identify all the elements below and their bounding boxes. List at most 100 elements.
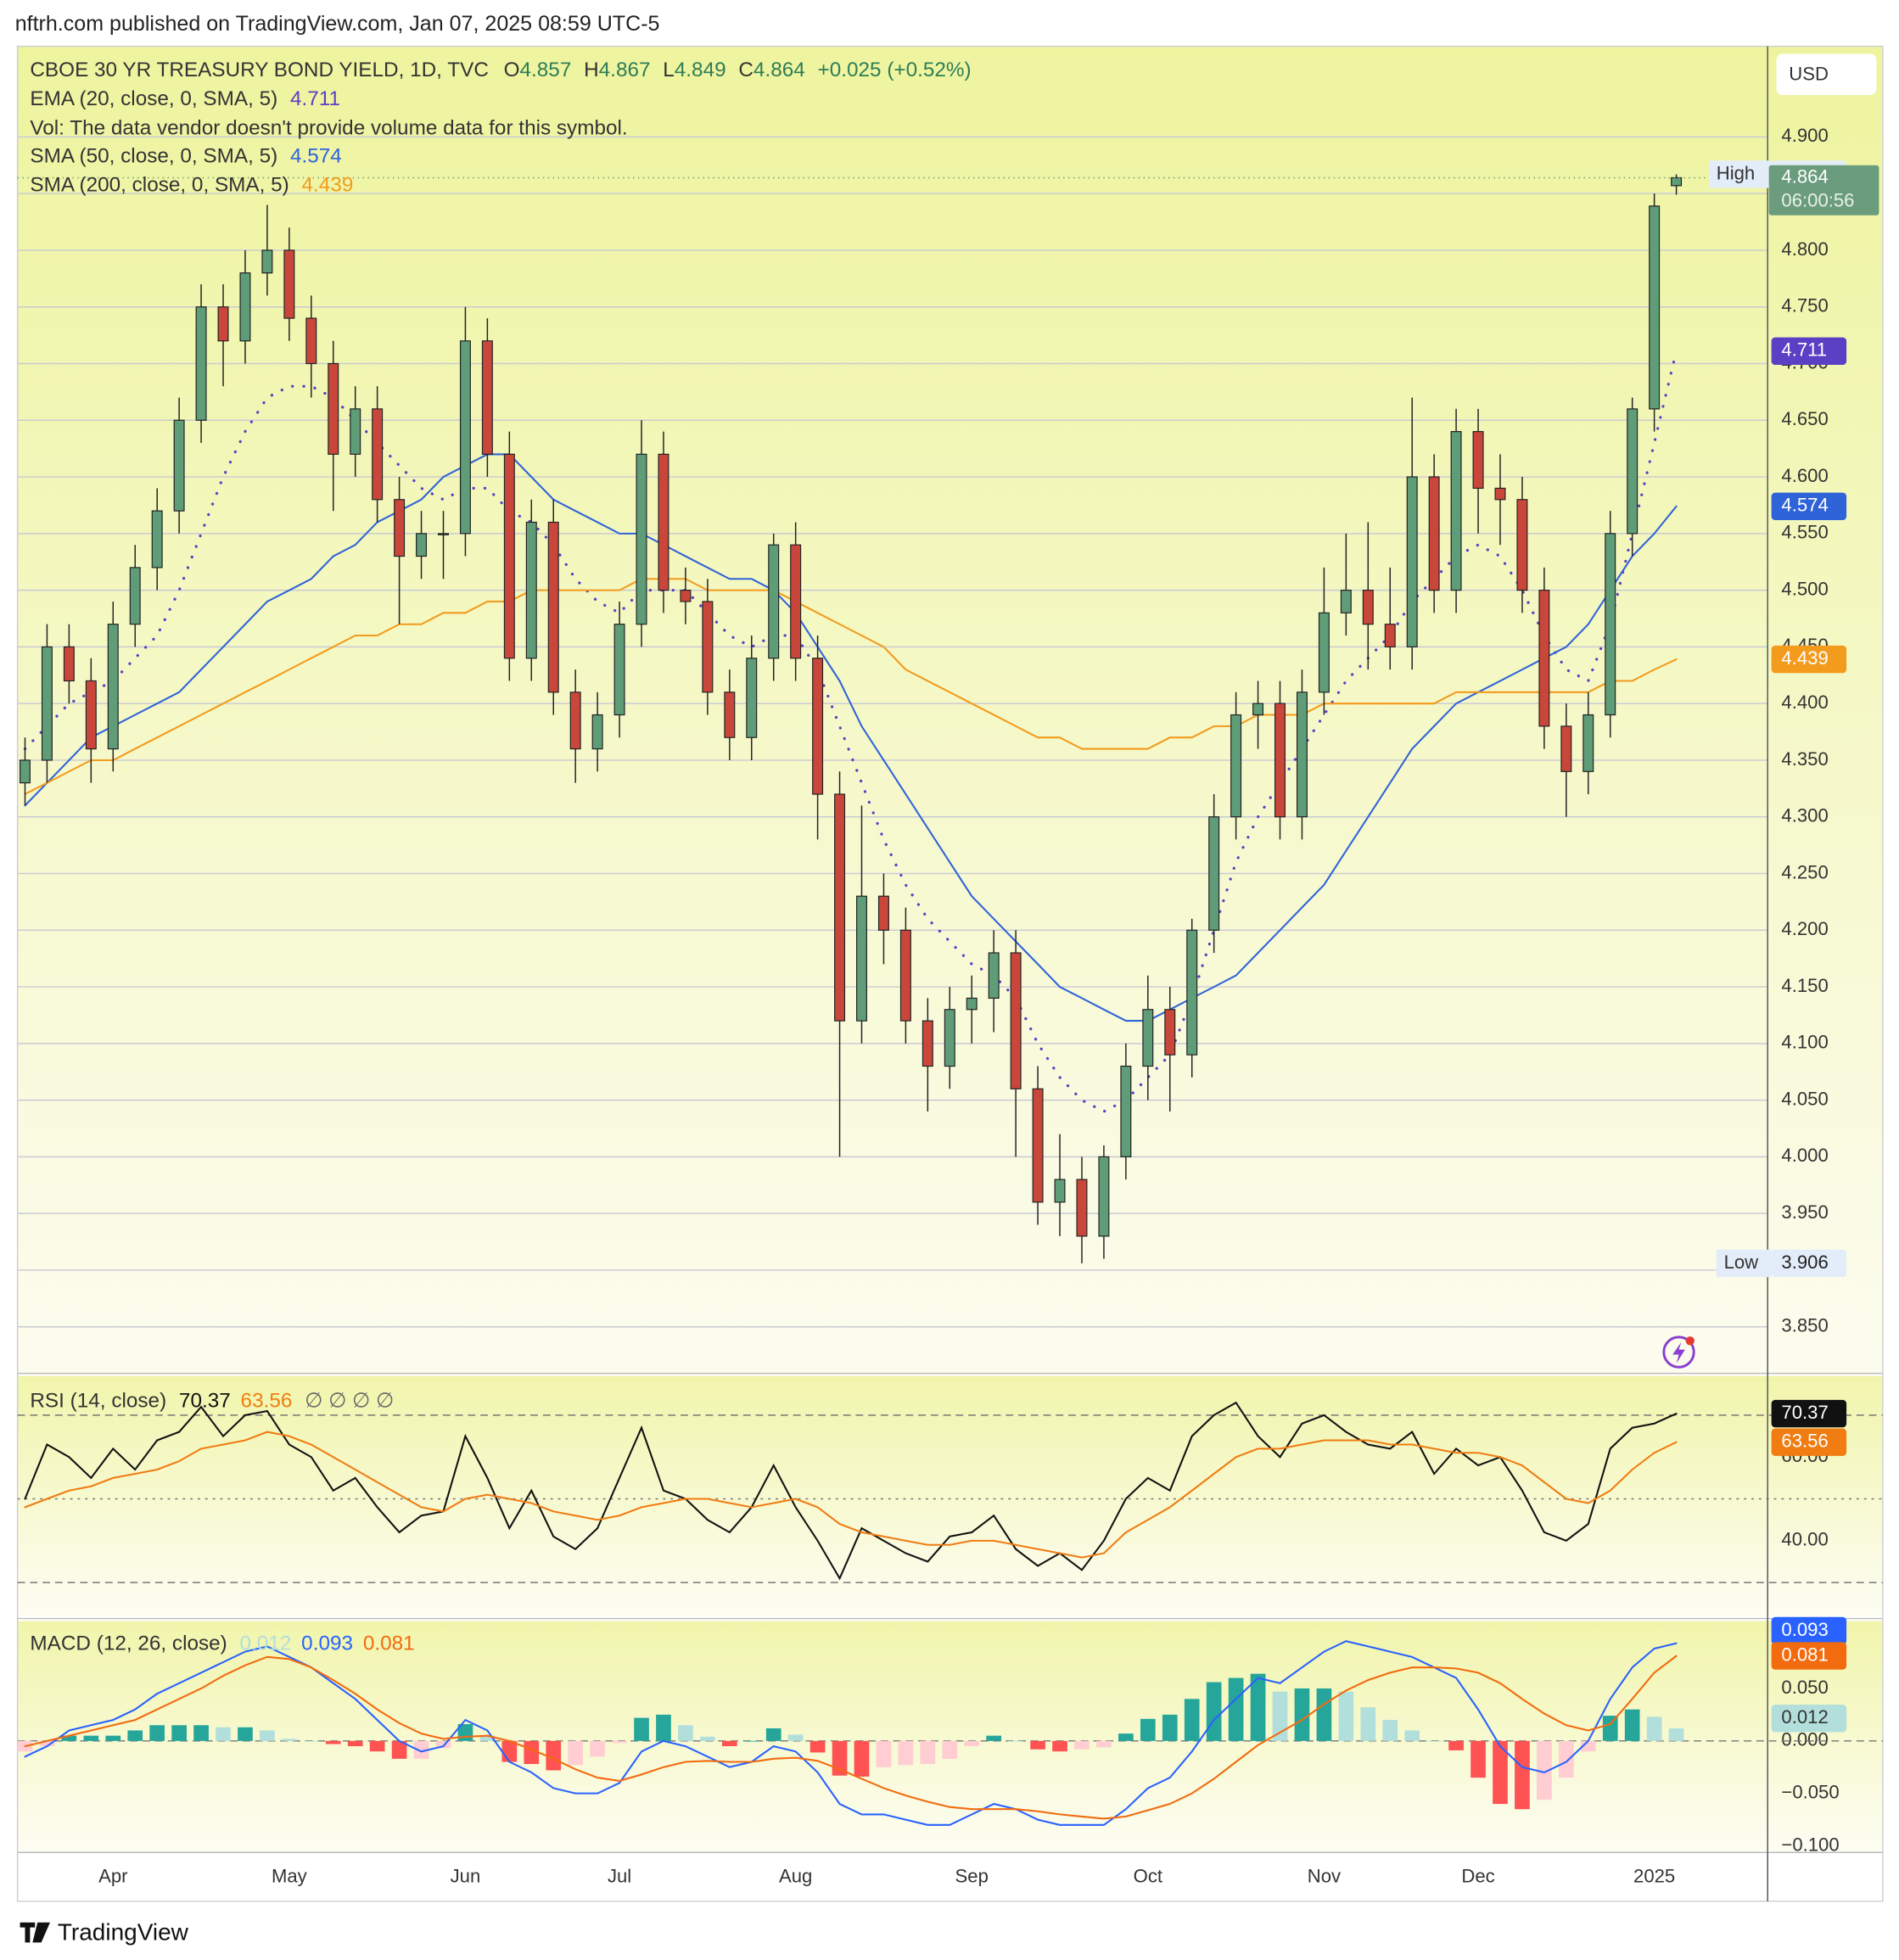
indicator-legend: EMA (20, close, 0, SMA, 5) 4.711 xyxy=(30,87,340,110)
histogram-bar xyxy=(1493,1740,1508,1805)
histogram-bar xyxy=(743,1740,759,1742)
candle-body xyxy=(1120,1065,1132,1157)
plot-layer: 3.8503.9003.9504.0004.0504.1004.1504.200… xyxy=(17,125,1883,1887)
signal-value: 0.081 xyxy=(363,1632,415,1655)
histogram-bar xyxy=(832,1740,848,1776)
y-tick-label: 0.000 xyxy=(1781,1729,1828,1750)
candle-body xyxy=(1340,590,1352,613)
histogram-bar xyxy=(568,1740,584,1766)
y-tick-label: 4.300 xyxy=(1781,805,1828,826)
y-tick-label: 4.050 xyxy=(1781,1088,1828,1109)
candle-body xyxy=(944,1009,955,1067)
histogram-bar xyxy=(171,1725,187,1741)
candle-body xyxy=(768,544,780,659)
candle-body xyxy=(1186,929,1198,1056)
candle-body xyxy=(1582,714,1594,772)
candle-body xyxy=(569,692,581,750)
histogram-bar xyxy=(1206,1682,1222,1741)
candle-body xyxy=(1032,1088,1044,1203)
histogram-bar xyxy=(501,1740,518,1762)
high-label: High xyxy=(1717,162,1755,183)
histogram-bar xyxy=(1184,1699,1200,1741)
histogram-bar xyxy=(1558,1740,1574,1778)
candle-body xyxy=(1472,431,1484,490)
brand-logo xyxy=(20,1922,50,1943)
price-badge xyxy=(1771,1399,1847,1428)
y-tick-label: 4.100 xyxy=(1781,1032,1828,1053)
histogram-bar xyxy=(1382,1720,1398,1741)
candle-body xyxy=(1164,1009,1176,1056)
price-badge-value: 4.711 xyxy=(1781,339,1827,361)
histogram-bar xyxy=(1602,1716,1618,1741)
histogram-bar xyxy=(524,1740,540,1765)
y-tick-label: 4.550 xyxy=(1781,522,1828,543)
rsi-title: RSI (14, close) xyxy=(30,1390,166,1413)
histogram-bar xyxy=(1470,1740,1486,1778)
histogram-bar xyxy=(238,1727,253,1741)
candle-body xyxy=(1230,714,1242,818)
hist-value: 0.012 xyxy=(240,1632,292,1655)
candle-body xyxy=(680,590,692,602)
histogram-bar xyxy=(193,1725,209,1741)
histogram-bar xyxy=(942,1740,958,1759)
candle-body xyxy=(1076,1179,1088,1237)
candle-body xyxy=(107,624,119,750)
candle-body xyxy=(856,895,867,1022)
candle-body xyxy=(63,646,75,682)
x-tick-label: Nov xyxy=(1308,1866,1341,1887)
histogram-bar xyxy=(876,1740,892,1767)
candle-body xyxy=(328,362,339,455)
x-tick-label: Aug xyxy=(779,1866,812,1887)
histogram-bar xyxy=(127,1730,143,1741)
candle-body xyxy=(1450,431,1462,591)
histogram-bar xyxy=(303,1740,319,1742)
histogram-bar xyxy=(61,1735,77,1741)
symbol-title: CBOE 30 YR TREASURY BOND YIELD, 1D, TVC xyxy=(30,59,489,81)
y-tick-label: 4.400 xyxy=(1781,692,1828,713)
y-tick-label: −0.100 xyxy=(1781,1834,1839,1855)
histogram-bar xyxy=(149,1725,165,1741)
candle-body xyxy=(416,533,428,557)
candle-body xyxy=(1252,703,1264,716)
histogram-bar xyxy=(964,1740,980,1747)
candle-body xyxy=(1274,703,1286,818)
candle-body xyxy=(613,624,625,716)
candle-body xyxy=(790,544,802,659)
y-tick-label: 4.000 xyxy=(1781,1145,1828,1166)
alert-dot xyxy=(1685,1336,1695,1346)
y-tick-label: 4.650 xyxy=(1781,408,1828,429)
x-tick-label: Apr xyxy=(98,1866,127,1887)
macd-title: MACD (12, 26, close) xyxy=(30,1632,227,1655)
candle-body xyxy=(899,929,911,1022)
legend-name: SMA (200, close, 0, SMA, 5) xyxy=(30,174,288,197)
candle-body xyxy=(1208,816,1220,931)
histogram-bar xyxy=(986,1735,1002,1741)
ohlc-value: 4.867 xyxy=(599,59,651,81)
candle-body xyxy=(525,521,537,659)
candle-body xyxy=(350,408,361,455)
rsi-placeholders: ∅ ∅ ∅ ∅ xyxy=(305,1390,394,1413)
alert-icon[interactable] xyxy=(1662,1336,1695,1369)
histogram-bar xyxy=(854,1740,870,1777)
candle-body xyxy=(1627,408,1639,535)
low-box xyxy=(1716,1249,1772,1278)
histogram-bar xyxy=(260,1730,275,1741)
price-badge xyxy=(1771,1249,1847,1278)
x-tick-label: Jul xyxy=(608,1866,631,1887)
series-line xyxy=(24,453,1678,1022)
y-tick-label: 4.750 xyxy=(1781,295,1828,316)
candle-body xyxy=(283,249,295,319)
histogram-bar xyxy=(1404,1730,1420,1741)
candle-body xyxy=(1516,499,1528,591)
histogram-bar xyxy=(1228,1677,1244,1741)
y-tick-label: 4.600 xyxy=(1781,465,1828,486)
histogram-bar xyxy=(479,1735,496,1741)
legend-name: SMA (50, close, 0, SMA, 5) xyxy=(30,145,277,168)
y-tick-label: 3.850 xyxy=(1781,1315,1828,1336)
series-line xyxy=(24,1401,1678,1581)
price-badge xyxy=(1771,492,1847,520)
histogram-bar xyxy=(83,1735,99,1741)
x-tick-label: 2025 xyxy=(1633,1866,1675,1887)
candle-body xyxy=(41,646,53,761)
x-tick-label: May xyxy=(272,1866,308,1887)
